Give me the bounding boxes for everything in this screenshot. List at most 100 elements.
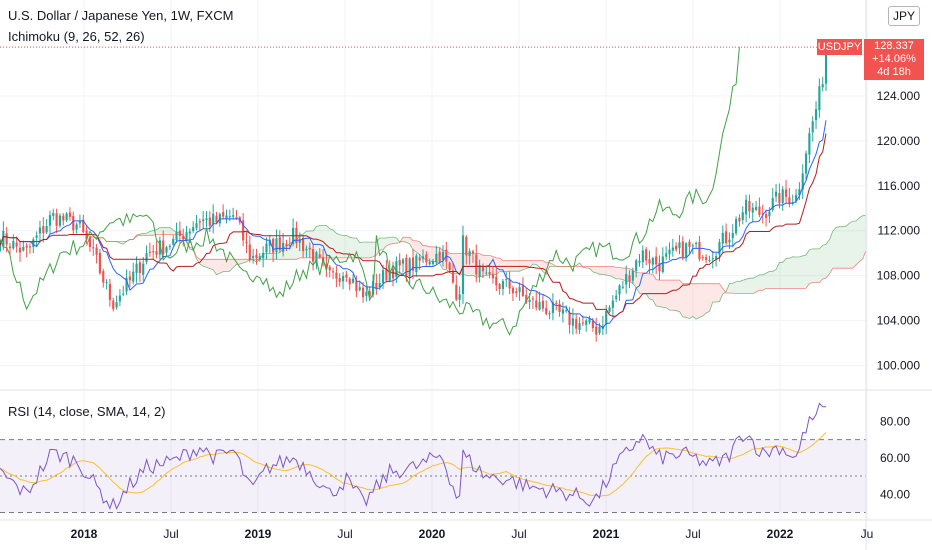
candle-body (578, 323, 581, 331)
candle-body (162, 240, 165, 255)
cloud-segment (766, 271, 770, 289)
rsi-axis[interactable]: 40.00 60.00 80.00 (880, 414, 910, 501)
grid-lines (0, 0, 868, 520)
cloud-segment (759, 274, 763, 291)
cloud-segment (219, 259, 224, 274)
candle-body (701, 257, 704, 259)
cloud-segment (822, 244, 827, 280)
cloud-segment (696, 283, 700, 320)
cloud-segment (712, 283, 717, 302)
candle-body (5, 233, 8, 245)
cloud-segment (596, 266, 600, 275)
candle-body (178, 230, 181, 236)
time-tick-label: Jul (511, 527, 526, 541)
candle-body (165, 247, 168, 253)
bar-countdown: 4d 18h (877, 66, 911, 79)
candle-body (52, 213, 55, 216)
candle-body (695, 242, 698, 244)
leading-span-b (86, 234, 866, 294)
candle-body (348, 278, 351, 285)
cloud-segment (819, 245, 823, 283)
candle-body (172, 238, 175, 245)
candle-body (8, 246, 12, 249)
candle-body (461, 235, 465, 295)
candle-body (265, 243, 268, 253)
candle-body (441, 251, 445, 261)
cloud-segment (676, 280, 680, 312)
cloud-segment (852, 221, 857, 269)
candle-body (32, 239, 35, 247)
cloud-segment (752, 276, 757, 294)
candle-body (781, 189, 784, 203)
candle-body (278, 237, 281, 251)
candle-body (618, 285, 621, 295)
candle-body (621, 286, 624, 288)
candle-body (755, 206, 758, 210)
candle-body (511, 287, 515, 294)
currency-badge[interactable]: JPY (888, 6, 920, 26)
cloud-segment (169, 227, 174, 235)
candle-body (341, 276, 345, 282)
candle-body (675, 245, 678, 250)
candle-body (481, 267, 485, 272)
candle-body (345, 274, 348, 278)
candle-body (671, 247, 674, 251)
candle-body (435, 253, 438, 263)
candle-body (581, 322, 584, 324)
cloud-segment (366, 242, 370, 258)
symbol-tag: USDJPY (817, 39, 862, 56)
candle-body (18, 247, 22, 253)
candle-body (388, 270, 391, 281)
candle-body (735, 219, 738, 234)
candle-body (801, 173, 804, 190)
candle-body (252, 255, 255, 258)
candle-body (731, 233, 734, 239)
ichimoku-lines (0, 46, 866, 336)
cloud-segment (842, 226, 847, 269)
cloud-segment (889, 191, 892, 224)
candle-body (168, 246, 171, 248)
candle-body (525, 294, 528, 303)
ichimoku-label[interactable]: Ichimoku (9, 26, 52, 26) (8, 29, 145, 44)
candle-body (561, 309, 564, 314)
symbol-title[interactable]: U.S. Dollar / Japanese Yen, 1W, FXCM (8, 8, 234, 23)
cloud-segment (339, 234, 344, 258)
candle-body (821, 84, 824, 88)
cloud-segment (542, 260, 547, 275)
candle-body (428, 262, 431, 265)
candles (0, 40, 828, 342)
conversion-line (0, 120, 827, 329)
candle-body (628, 275, 631, 282)
candle-body (258, 256, 261, 260)
candle-body (185, 232, 188, 240)
cloud-segment (329, 228, 334, 258)
candle-body (824, 47, 828, 84)
cloud-segment (592, 266, 597, 273)
candle-body (88, 237, 92, 248)
time-axis[interactable]: 2018 Jul 2019 Jul 2020 Jul 2021 Jul 2022 Ju (71, 527, 874, 541)
cloud-segment (809, 248, 813, 284)
candle-body (645, 249, 648, 261)
candle-body (705, 257, 708, 260)
candle-body (691, 245, 694, 247)
candle-body (784, 189, 788, 197)
candle-body (361, 287, 365, 298)
candle-body (138, 262, 141, 273)
candle-body (2, 230, 5, 247)
candle-body (358, 287, 361, 291)
candle-body (804, 153, 808, 174)
candle-body (45, 225, 48, 233)
cloud-segment (906, 146, 909, 179)
cloud-segment (742, 279, 747, 294)
candle-body (571, 318, 574, 326)
candle-body (152, 251, 155, 253)
candle-body (455, 284, 458, 300)
candle-body (741, 212, 744, 221)
price-axis[interactable]: 100.000 104.000 108.000 112.000 116.000 120.0… (877, 44, 921, 373)
candle-body (115, 302, 118, 308)
candle-body (158, 240, 161, 255)
candle-body (501, 281, 505, 289)
candle-body (565, 310, 568, 312)
rsi-label[interactable]: RSI (14, close, SMA, 14, 2) (8, 404, 166, 419)
